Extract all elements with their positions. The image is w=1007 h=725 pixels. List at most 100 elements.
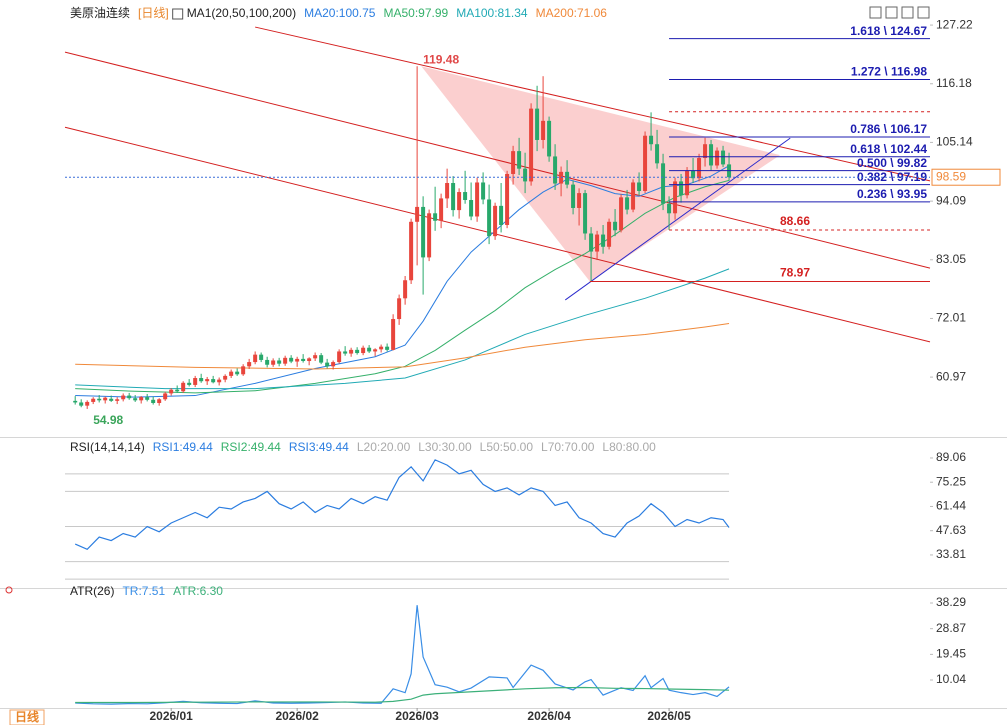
candle-body bbox=[511, 151, 516, 174]
ma-line bbox=[75, 323, 730, 370]
candle-body bbox=[703, 144, 708, 159]
candle-body bbox=[589, 233, 594, 252]
timeframe-tab-label[interactable]: 日线 bbox=[15, 709, 39, 724]
candle-body bbox=[523, 168, 528, 182]
candle-body bbox=[685, 170, 690, 196]
candle-body bbox=[709, 144, 714, 166]
candle-body bbox=[607, 221, 612, 247]
indicator-line bbox=[75, 686, 730, 704]
candle-body bbox=[205, 379, 210, 382]
candle-body bbox=[259, 354, 264, 360]
candle-body bbox=[241, 366, 246, 375]
candle-body bbox=[535, 108, 540, 140]
candle-body bbox=[547, 120, 552, 157]
y-tick-label: 94.09 bbox=[936, 193, 966, 207]
icon[interactable] bbox=[5, 586, 13, 594]
fib-label: 0.786 \ 106.17 bbox=[850, 122, 927, 136]
support-line bbox=[564, 137, 791, 301]
candle-body bbox=[271, 360, 276, 365]
level-legend: L30:30.00 bbox=[418, 440, 472, 454]
candle-body bbox=[655, 144, 660, 164]
candle-body bbox=[229, 371, 234, 376]
last-price-tag bbox=[931, 168, 1001, 186]
trendline bbox=[64, 51, 931, 269]
candle-body bbox=[529, 108, 534, 182]
icon[interactable] bbox=[901, 6, 914, 19]
candle-body bbox=[361, 347, 366, 354]
candle-body bbox=[493, 205, 498, 237]
candle-body bbox=[517, 151, 522, 169]
candle-body bbox=[343, 351, 348, 354]
candle-body bbox=[391, 319, 396, 350]
candle-body bbox=[91, 398, 96, 402]
candle-body bbox=[691, 170, 696, 179]
icon[interactable] bbox=[869, 6, 882, 19]
candle-body bbox=[613, 221, 618, 231]
candle-body bbox=[139, 397, 144, 401]
candle-body bbox=[481, 182, 486, 200]
candle-body bbox=[487, 199, 492, 237]
indicator-label: MA1(20,50,100,200) bbox=[187, 6, 296, 20]
candle-body bbox=[283, 357, 288, 364]
candle-body bbox=[553, 156, 558, 184]
candle-body bbox=[397, 298, 402, 320]
candle-body bbox=[451, 183, 456, 211]
candle-body bbox=[427, 213, 432, 258]
last-price-label: 98.59 bbox=[936, 169, 966, 183]
legend-entry: MA50:97.99 bbox=[383, 6, 448, 20]
candle-body bbox=[187, 382, 192, 385]
candle-body bbox=[439, 198, 444, 221]
candle-body bbox=[643, 135, 648, 191]
candle-body bbox=[679, 181, 684, 196]
candle-body bbox=[349, 349, 354, 354]
legend-entry: RSI3:49.44 bbox=[289, 440, 349, 454]
y-tick-label: 38.29 bbox=[936, 595, 966, 609]
timeframe-tab[interactable] bbox=[9, 709, 45, 725]
candle-body bbox=[721, 150, 726, 165]
candle-body bbox=[265, 359, 270, 365]
y-tick-label: 19.45 bbox=[936, 647, 966, 661]
candle-body bbox=[475, 182, 480, 217]
price-level-label: 88.66 bbox=[780, 214, 810, 228]
x-tick-label: 2026/02 bbox=[275, 709, 319, 723]
y-tick-label: 10.04 bbox=[936, 672, 966, 686]
indicator-icon bbox=[172, 8, 184, 20]
candle-body bbox=[505, 173, 510, 225]
icon[interactable] bbox=[885, 6, 898, 19]
y-tick-label: 60.97 bbox=[936, 369, 966, 383]
ma-line bbox=[75, 268, 730, 390]
candle-body bbox=[499, 205, 504, 225]
candle-body bbox=[247, 362, 252, 367]
fib-label: 0.382 \ 97.19 bbox=[857, 170, 927, 184]
panel-title: RSI(14,14,14) bbox=[70, 440, 145, 454]
x-tick-label: 2026/04 bbox=[527, 709, 571, 723]
fib-label: 0.236 \ 93.95 bbox=[857, 187, 927, 201]
panel-title: ATR(26) bbox=[70, 584, 114, 598]
candle-body bbox=[367, 347, 372, 352]
ma-line bbox=[75, 179, 730, 394]
candle-body bbox=[319, 355, 324, 363]
y-tick-label: 28.87 bbox=[936, 621, 966, 635]
candle-body bbox=[415, 206, 420, 222]
y-tick-label: 83.05 bbox=[936, 252, 966, 266]
y-tick-label: 127.22 bbox=[936, 17, 973, 31]
y-tick-label: 33.81 bbox=[936, 547, 966, 561]
toolbar-icons[interactable] bbox=[869, 6, 930, 19]
candle-body bbox=[403, 280, 408, 299]
fib-label: 0.618 \ 102.44 bbox=[850, 142, 927, 156]
candle-body bbox=[211, 379, 216, 383]
icon[interactable] bbox=[917, 6, 930, 19]
candle-body bbox=[385, 346, 390, 350]
legend-entry: RSI1:49.44 bbox=[153, 440, 213, 454]
x-tick-label: 2026/01 bbox=[149, 709, 193, 723]
settings-icon[interactable] bbox=[5, 586, 13, 594]
candle-body bbox=[223, 375, 228, 380]
candle-body bbox=[409, 221, 414, 281]
candle-body bbox=[673, 181, 678, 214]
candle-body bbox=[463, 192, 468, 201]
candle-body bbox=[115, 399, 120, 401]
price-annotation: 54.98 bbox=[93, 413, 123, 427]
candle-body bbox=[457, 192, 462, 211]
candle-body bbox=[193, 378, 198, 385]
